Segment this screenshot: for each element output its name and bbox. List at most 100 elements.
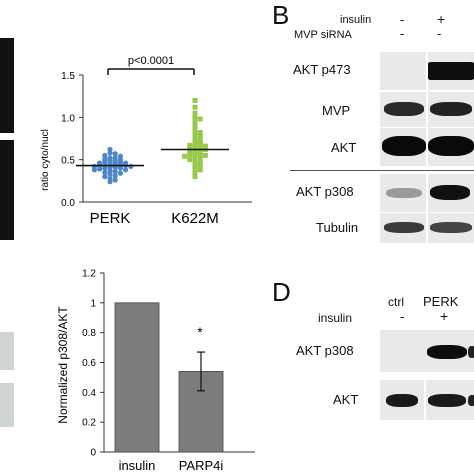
cropped-blot-edge-bottom	[0, 383, 14, 427]
panel-d-band-akt-lane3	[468, 395, 474, 406]
panel-d-condition-insulin-label: insulin	[318, 311, 353, 325]
blot-splice-line	[426, 174, 428, 212]
scatter-point-k622m	[192, 138, 198, 144]
panel-d-lane-header-ctrl: ctrl	[388, 295, 404, 309]
scatter-chart: ratio cyto/nucl 0.0 0.5 1.0 1.5 p<0.0001 PE…	[40, 55, 252, 227]
scatter-y-axis-label: ratio cyto/nucl	[40, 129, 51, 191]
scatter-point-k622m	[192, 114, 198, 120]
blot-akt-p308	[380, 174, 474, 212]
scatter-point-perk	[107, 150, 113, 156]
scatter-point-k622m	[192, 110, 198, 116]
scatter-point-perk	[107, 179, 113, 185]
bar-y-tick-label: 0.6	[82, 358, 96, 369]
scatter-point-k622m	[197, 136, 203, 142]
scatter-point-k622m	[197, 141, 203, 147]
scatter-point-k622m	[192, 174, 198, 180]
scatter-point-k622m	[192, 169, 198, 175]
scatter-point-k622m	[192, 158, 198, 164]
scatter-point-k622m	[187, 152, 193, 158]
scatter-y-tick-label: 1.5	[61, 71, 75, 82]
bar-category-parp4i: PARP4i	[179, 458, 224, 473]
scatter-point-k622m	[197, 151, 203, 157]
blot-splice-line	[426, 52, 428, 90]
panel-d-band-akt-p308-lane3	[468, 346, 474, 358]
blot-akt-p473	[380, 52, 474, 90]
scatter-point-k622m	[192, 127, 198, 133]
scatter-point-k622m	[197, 133, 203, 139]
panel-b-insulin-lane1: -	[400, 12, 405, 27]
scatter-point-k622m	[187, 149, 193, 155]
scatter-point-perk	[97, 166, 103, 172]
scatter-point-perk	[112, 173, 118, 179]
bar-y-tick-label: 0.8	[82, 328, 96, 339]
panel-d-blot-label-akt-p308: AKT p308	[296, 343, 354, 358]
scatter-point-k622m	[192, 135, 198, 141]
scatter-y-tick-label: 1.0	[61, 113, 75, 124]
band-akt-p473-lane2	[428, 62, 474, 80]
scatter-point-k622m	[182, 153, 188, 159]
scatter-point-k622m	[197, 116, 203, 122]
panel-d-band-akt-lane2	[428, 394, 466, 407]
panel-d-insulin-lane1: -	[400, 308, 405, 324]
scatter-point-perk	[112, 168, 118, 175]
scatter-point-k622m	[187, 146, 193, 152]
scatter-point-k622m	[197, 163, 203, 169]
bar-y-tick-label: 0.2	[82, 418, 96, 429]
band-akt-p308-lane1	[386, 188, 422, 198]
blot-splice-line	[426, 213, 428, 243]
scatter-y-tick-label: 0.5	[61, 156, 75, 167]
blot-mvp	[380, 92, 474, 127]
panel-d-band-akt-lane1	[386, 394, 418, 407]
panel-b-letter: B	[272, 0, 290, 30]
scatter-point-k622m	[192, 147, 198, 153]
scatter-point-k622m	[192, 97, 198, 103]
scatter-point-perk	[102, 165, 108, 171]
scatter-point-k622m	[197, 160, 203, 166]
scatter-point-k622m	[192, 124, 198, 130]
scatter-point-perk	[102, 169, 108, 175]
scatter-point-k622m	[192, 119, 198, 125]
significance-annotation: p<0.0001	[128, 55, 174, 67]
bar-y-tick-label: 1	[90, 298, 96, 309]
band-mvp-lane2	[430, 102, 472, 116]
band-akt-lane2	[428, 136, 474, 156]
panel-b-sirna-lane1: -	[400, 26, 405, 41]
scatter-point-perk	[102, 174, 108, 180]
scatter-point-k622m	[192, 165, 198, 171]
scatter-point-k622m	[192, 141, 198, 147]
scatter-point-k622m	[197, 155, 203, 161]
scatter-point-k622m	[187, 157, 193, 163]
blot-akt	[380, 128, 474, 166]
panel-d-blot-akt-p308	[380, 330, 474, 372]
panel-b-condition-sirna-label: MVP siRNA	[294, 29, 352, 41]
blot-label-akt: AKT	[331, 140, 357, 155]
panel-d-letter: D	[272, 277, 291, 307]
panel-d-insulin-lane2: +	[440, 308, 449, 324]
bar-significance-star: *	[197, 324, 203, 340]
blot-splice-line	[426, 128, 428, 166]
cropped-image-edge-bottom	[0, 140, 14, 240]
scatter-point-k622m	[192, 150, 198, 156]
bar-y-tick-label: 1.2	[82, 269, 96, 280]
scatter-point-k622m	[192, 144, 198, 150]
scatter-category-perk: PERK	[90, 210, 131, 227]
scatter-category-k622m: K622M	[171, 210, 219, 227]
panel-b-insulin-lane2: +	[437, 11, 446, 27]
bar-y-tick-label: 0.4	[82, 388, 96, 399]
band-mvp-lane1	[384, 102, 424, 116]
blot-splice-line	[426, 92, 428, 127]
scatter-point-perk	[123, 167, 129, 173]
scatter-point-k622m	[197, 148, 203, 154]
panel-d-blot-label-akt: AKT	[333, 392, 359, 407]
scatter-point-perk	[117, 170, 123, 176]
bar-chart: Normalized p308/AKT 00.20.40.60.811.2 * …	[56, 269, 255, 473]
scatter-point-k622m	[197, 167, 203, 173]
scatter-point-perk	[107, 171, 113, 177]
bar-category-insulin: insulin	[119, 458, 156, 473]
panel-b-condition-insulin-label: insulin	[340, 14, 372, 26]
scatter-point-k622m	[202, 143, 208, 149]
band-akt-p308-lane2	[430, 185, 470, 200]
panel-d-lane-header-perk: PERK	[423, 294, 459, 309]
blot-label-akt-p473: AKT p473	[293, 62, 351, 77]
blot-tubulin	[380, 213, 474, 243]
